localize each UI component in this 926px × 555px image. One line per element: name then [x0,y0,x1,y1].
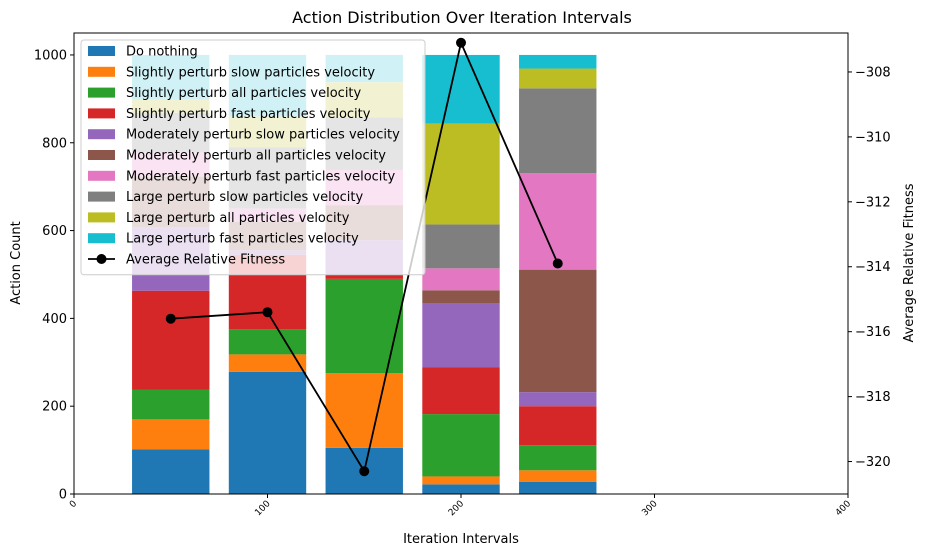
legend-swatch [88,87,115,98]
bar-segment [422,123,500,225]
legend-swatch [88,108,115,119]
bar-segment [519,406,597,446]
y2-tick-label: −320 [855,455,891,470]
bar-segment [422,367,500,415]
legend-label: Large perturb slow particles velocity [126,190,364,205]
y-tick-label: 1000 [34,48,67,63]
y-tick-label: 800 [42,136,67,151]
legend-box [80,39,426,276]
legend-label: Moderately perturb fast particles veloci… [126,169,396,184]
bar-segment [519,392,597,407]
fitness-point [165,313,176,324]
chart-title: Action Distribution Over Iteration Inter… [292,8,632,27]
bar-segment [422,476,500,485]
legend-label: Large perturb fast particles velocity [126,232,359,247]
bar-segment [132,449,210,494]
bar-segment [228,371,307,494]
bar-segment [132,290,210,390]
bar-segment [132,419,210,450]
y2-tick-label: −308 [855,65,891,80]
fitness-point [552,258,563,269]
y-tick-label: 0 [59,488,67,503]
y2-tick-label: −316 [855,325,891,340]
legend-label: Large perturb all particles velocity [126,211,350,226]
y-tick-label: 600 [42,224,67,239]
y-axis-left: 0 200 400 600 800 1000 [34,48,74,503]
y-tick-label: 400 [42,312,67,327]
legend-label: Slightly perturb slow particles velocity [126,65,375,80]
y-tick-label: 200 [42,400,67,415]
y-axis-label: Action Count [9,221,24,304]
legend-label: Do nothing [126,45,198,60]
bar-segment [519,481,597,494]
bar-segment [132,389,210,420]
bar-segment [519,68,597,89]
bar-segment [519,54,597,69]
legend-line-marker [96,254,107,264]
legend: Do nothing Slightly perturb slow particle… [80,39,426,276]
bar-segment [519,269,597,393]
legend-label: Slightly perturb all particles velocity [126,86,362,101]
bar-segment [422,268,500,291]
bar-segment [228,354,307,372]
y2-tick-label: −314 [855,260,891,275]
bar-segment [228,329,307,355]
bar-segment [422,290,500,304]
y-axis-right: −308 −310 −312 −314 −316 −318 −320 [848,65,891,470]
legend-swatch [88,191,115,202]
y2-axis-label: Average Relative Fitness [902,183,917,342]
x-tick-label: 0 [68,499,79,510]
bar-segment [519,470,597,482]
legend-swatch [88,170,115,181]
bar-segment [325,278,403,374]
legend-swatch [88,233,115,244]
y2-tick-label: −312 [855,195,891,210]
legend-swatch [88,150,115,160]
x-axis-label: Iteration Intervals [403,532,519,547]
bar-segment [422,414,500,477]
legend-swatch [88,129,115,140]
bar-segment [325,274,403,279]
legend-label: Moderately perturb slow particles veloci… [126,128,400,143]
y2-tick-label: −310 [855,130,891,145]
fitness-point [456,37,466,48]
bar-segment [422,54,500,124]
fitness-line-layer [165,37,563,477]
legend-label: Average Relative Fitness [126,253,285,268]
y2-tick-label: −318 [855,390,891,405]
fitness-point [359,466,370,477]
bar-segment [325,373,403,448]
bar-segment [422,224,500,269]
legend-label: Moderately perturb all particles velocit… [126,149,386,164]
legend-swatch [88,212,115,223]
bar-segment [519,445,597,471]
fitness-point [262,307,273,318]
bar-segment [519,173,597,270]
bar-segment [519,88,597,174]
legend-swatch [88,66,115,77]
legend-label: Slightly perturb fast particles velocity [126,107,371,122]
bar-segment [422,484,500,494]
legend-swatch [88,46,115,56]
bar-segment [422,303,500,368]
